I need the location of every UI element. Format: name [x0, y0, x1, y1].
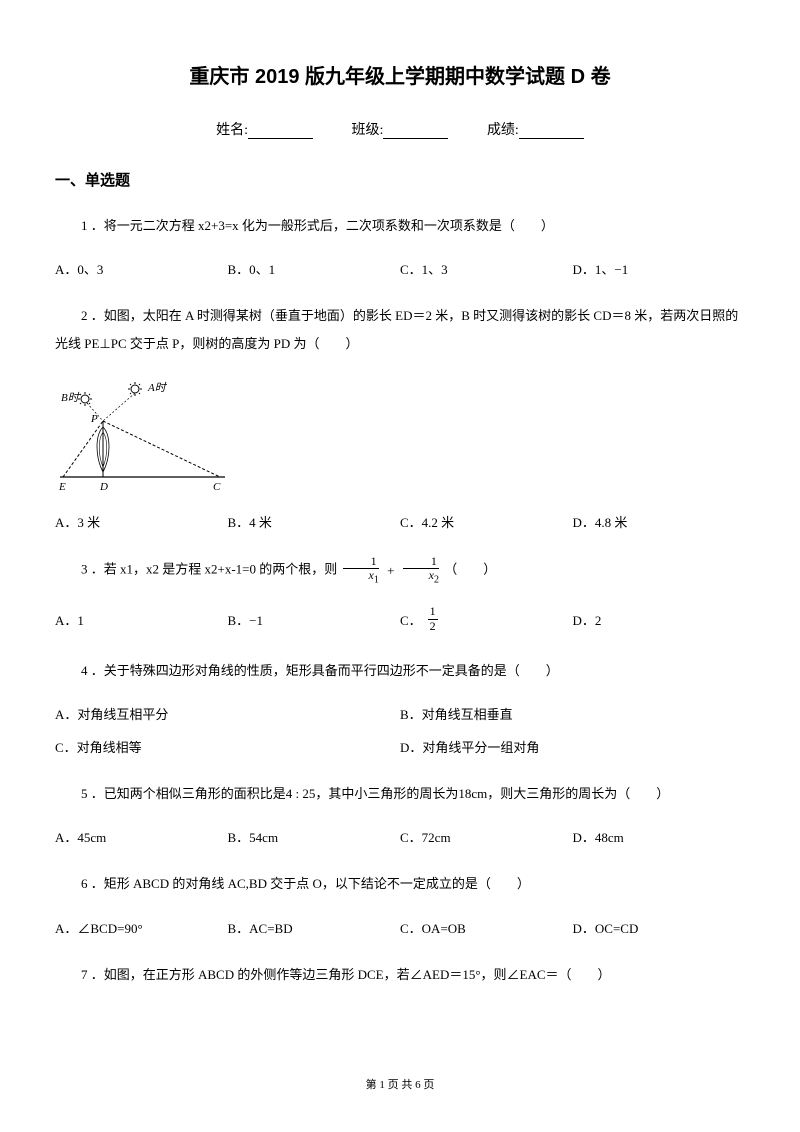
diagram-label-d: D	[99, 481, 108, 493]
name-blank	[248, 125, 313, 139]
question-2-diagram: A时 B时 P E D C	[55, 377, 745, 502]
diagram-label-a: A时	[147, 381, 168, 394]
question-3-text: 3 ．若 x1，x2 是方程 x2+x-1=0 的两个根，则 1x1 + 1x2…	[55, 555, 745, 586]
option-b: B．0、1	[228, 259, 401, 278]
question-6-text: 6 ．矩形 ABCD 的对角线 AC,BD 交于点 O，以下结论不一定成立的是（…	[55, 870, 745, 897]
question-1-text: 1 ．将一元二次方程 x2+3=x 化为一般形式后，二次项系数和一次项系数是（ …	[55, 212, 745, 239]
question-1-options: A．0、3 B．0、1 C．1、3 D．1、−1	[55, 259, 745, 278]
q3-before: 3 ．若 x1，x2 是方程 x2+x-1=0 的两个根，则	[81, 561, 337, 576]
option-b: B．对角线互相垂直	[400, 704, 745, 723]
fraction-1-x2: 1x2	[401, 555, 441, 586]
q5-after: ，则大三角形的周长为（ ）	[487, 786, 669, 801]
option-d: D．2	[573, 610, 746, 629]
section-heading: 一、单选题	[55, 169, 745, 190]
option-d: D．48cm	[573, 827, 746, 846]
question-6-options: A．∠BCD=90° B．AC=BD C．OA=OB D．OC=CD	[55, 918, 745, 937]
option-d: D．OC=CD	[573, 918, 746, 937]
option-d: D．对角线平分一组对角	[400, 737, 745, 756]
option-c: C．1、3	[400, 259, 573, 278]
plus-icon: +	[387, 563, 394, 578]
q5-mid: ，其中小三角形的周长为	[315, 786, 458, 801]
diagram-label-e: E	[58, 481, 66, 493]
option-c: C．OA=OB	[400, 918, 573, 937]
option-d: D．1、−1	[573, 259, 746, 278]
option-d: D．4.8 米	[573, 512, 746, 531]
question-4-options: A．对角线互相平分 B．对角线互相垂直 C．对角线相等 D．对角线平分一组对角	[55, 704, 745, 756]
option-a: A．45cm	[55, 827, 228, 846]
score-label: 成绩:	[487, 119, 519, 139]
page-title: 重庆市 2019 版九年级上学期期中数学试题 D 卷	[55, 60, 745, 89]
option-a: A．∠BCD=90°	[55, 918, 228, 937]
question-2-options: A．3 米 B．4 米 C．4.2 米 D．4.8 米	[55, 512, 745, 531]
class-blank	[383, 125, 448, 139]
student-info-line: 姓名: 班级: 成绩:	[55, 119, 745, 139]
option-a: A．0、3	[55, 259, 228, 278]
option-c: C．4.2 米	[400, 512, 573, 531]
question-5-options: A．45cm B．54cm C．72cm D．48cm	[55, 827, 745, 846]
page-footer: 第 1 页 共 6 页	[0, 1076, 800, 1092]
option-a: A．1	[55, 610, 228, 629]
fraction-1-x1: 1x1	[341, 555, 381, 586]
q3-after: （ ）	[444, 561, 496, 576]
option-b: B．AC=BD	[228, 918, 401, 937]
option-c: C． 12	[400, 605, 573, 632]
option-c: C．对角线相等	[55, 737, 400, 756]
option-a: A．3 米	[55, 512, 228, 531]
q5-ratio: 4 : 25	[286, 786, 316, 801]
score-blank	[519, 125, 584, 139]
option-b: B．54cm	[228, 827, 401, 846]
question-2-text: 2 ．如图，太阳在 A 时测得某树（垂直于地面）的影长 ED＝2 米，B 时又测…	[55, 302, 745, 357]
option-c: C．72cm	[400, 827, 573, 846]
question-5-text: 5 ．已知两个相似三角形的面积比是4 : 25，其中小三角形的周长为18cm，则…	[55, 780, 745, 807]
q5-perimeter: 18cm	[458, 786, 487, 801]
diagram-label-b: B时	[61, 391, 81, 404]
q5-before: 5 ．已知两个相似三角形的面积比是	[81, 786, 286, 801]
question-4-text: 4 ．关于特殊四边形对角线的性质，矩形具备而平行四边形不一定具备的是（ ）	[55, 657, 745, 684]
option-b: B．4 米	[228, 512, 401, 531]
question-3-options: A．1 B．−1 C． 12 D．2	[55, 605, 745, 632]
option-a: A．对角线互相平分	[55, 704, 400, 723]
class-label: 班级:	[352, 119, 384, 139]
diagram-label-p: P	[90, 413, 98, 425]
name-label: 姓名:	[216, 119, 248, 139]
diagram-label-c: C	[213, 481, 221, 493]
option-b: B．−1	[228, 610, 401, 629]
question-7-text: 7 ．如图，在正方形 ABCD 的外侧作等边三角形 DCE，若∠AED＝15°，…	[55, 961, 745, 988]
fraction-1-2: 12	[428, 605, 438, 632]
